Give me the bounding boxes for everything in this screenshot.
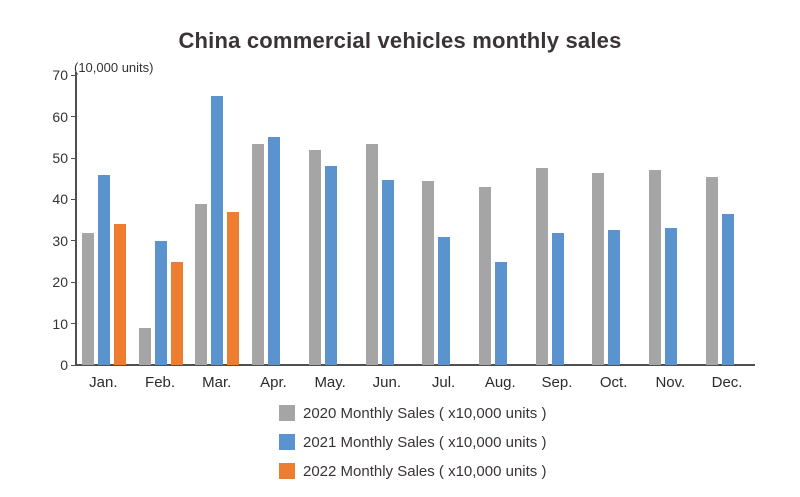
y-tick-mark	[71, 281, 75, 283]
x-tick-label: Jan.	[89, 374, 118, 391]
bar-2021-sep	[551, 232, 564, 365]
bar-2020-feb	[138, 327, 151, 365]
x-tick-label: Oct.	[599, 374, 628, 391]
y-tick-label: 10	[52, 315, 68, 332]
y-tick-label: 50	[52, 150, 68, 166]
legend-item-2021: 2021 Monthly Sales ( x10,000 units )	[279, 433, 547, 451]
bar-2021-jan	[98, 174, 110, 365]
bar-2021-feb	[154, 240, 167, 365]
bar-2021-mar	[211, 95, 224, 365]
x-tick-label: Feb.	[145, 374, 176, 391]
legend-swatch-2020	[279, 405, 295, 421]
y-tick-mark	[71, 157, 75, 159]
bar-2020-sep	[535, 168, 548, 365]
legend-item-2020: 2020 Monthly Sales ( x10,000 units )	[279, 404, 547, 422]
legend-swatch-2021	[279, 434, 295, 450]
y-tick-label: 30	[52, 232, 68, 249]
y-axis-line	[75, 72, 77, 366]
y-axis-unit-label: (10,000 units)	[74, 60, 154, 75]
y-tick-mark	[71, 198, 75, 200]
legend: 2020 Monthly Sales ( x10,000 units ) 202…	[279, 405, 546, 492]
x-tick-label: Dec.	[711, 374, 743, 391]
x-tick-label: Jun.	[372, 374, 402, 391]
legend-label-2021: 2021 Monthly Sales ( x10,000 units )	[303, 433, 547, 451]
bar-2020-jul	[422, 180, 435, 365]
bar-2021-aug	[494, 261, 507, 365]
y-tick-label: 70	[52, 67, 68, 84]
chart-title: China commercial vehicles monthly sales	[178, 28, 622, 53]
legend-swatch-2022	[279, 463, 295, 479]
y-tick-label: 0	[60, 357, 68, 373]
y-tick-mark	[71, 364, 75, 366]
bar-2020-nov	[649, 170, 661, 365]
bar-2022-jan	[114, 224, 126, 365]
bar-2021-dec	[721, 213, 734, 365]
bar-2020-jun	[365, 143, 378, 365]
x-tick-label: Sep.	[541, 374, 573, 391]
y-tick-mark	[71, 74, 75, 76]
bar-2020-dec	[705, 176, 718, 365]
y-tick-label: 60	[52, 108, 68, 125]
y-tick-mark	[71, 116, 75, 118]
bar-2021-apr	[268, 137, 281, 365]
x-axis-line	[75, 364, 755, 366]
bar-2020-jan	[82, 232, 94, 365]
y-tick-label: 20	[52, 274, 68, 291]
legend-item-2022: 2022 Monthly Sales ( x10,000 units )	[279, 462, 547, 480]
bar-2021-nov	[665, 228, 677, 365]
x-tick-label: Apr.	[260, 374, 287, 391]
bar-2022-feb	[170, 261, 183, 365]
legend-label-2020: 2020 Monthly Sales ( x10,000 units )	[303, 404, 547, 422]
bar-2020-aug	[478, 186, 491, 365]
y-tick-mark	[71, 323, 75, 325]
bar-2022-mar	[227, 211, 240, 365]
x-tick-label: Nov.	[655, 374, 686, 391]
y-tick-mark	[71, 240, 75, 242]
x-tick-label: May.	[314, 374, 346, 391]
x-tick-label: Jul.	[431, 374, 456, 391]
bar-2020-may	[308, 149, 321, 365]
bar-2021-may	[324, 166, 337, 365]
bar-2021-oct	[608, 230, 621, 365]
bar-2021-jul	[438, 236, 451, 365]
legend-label-2022: 2022 Monthly Sales ( x10,000 units )	[303, 462, 547, 480]
x-tick-label: Mar.	[202, 374, 232, 391]
x-tick-label: Aug.	[484, 374, 516, 391]
bar-2020-mar	[195, 203, 208, 365]
bar-2021-jun	[381, 179, 394, 365]
y-tick-label: 40	[52, 191, 68, 208]
bar-2020-oct	[592, 172, 605, 365]
bar-2020-apr	[252, 143, 265, 365]
